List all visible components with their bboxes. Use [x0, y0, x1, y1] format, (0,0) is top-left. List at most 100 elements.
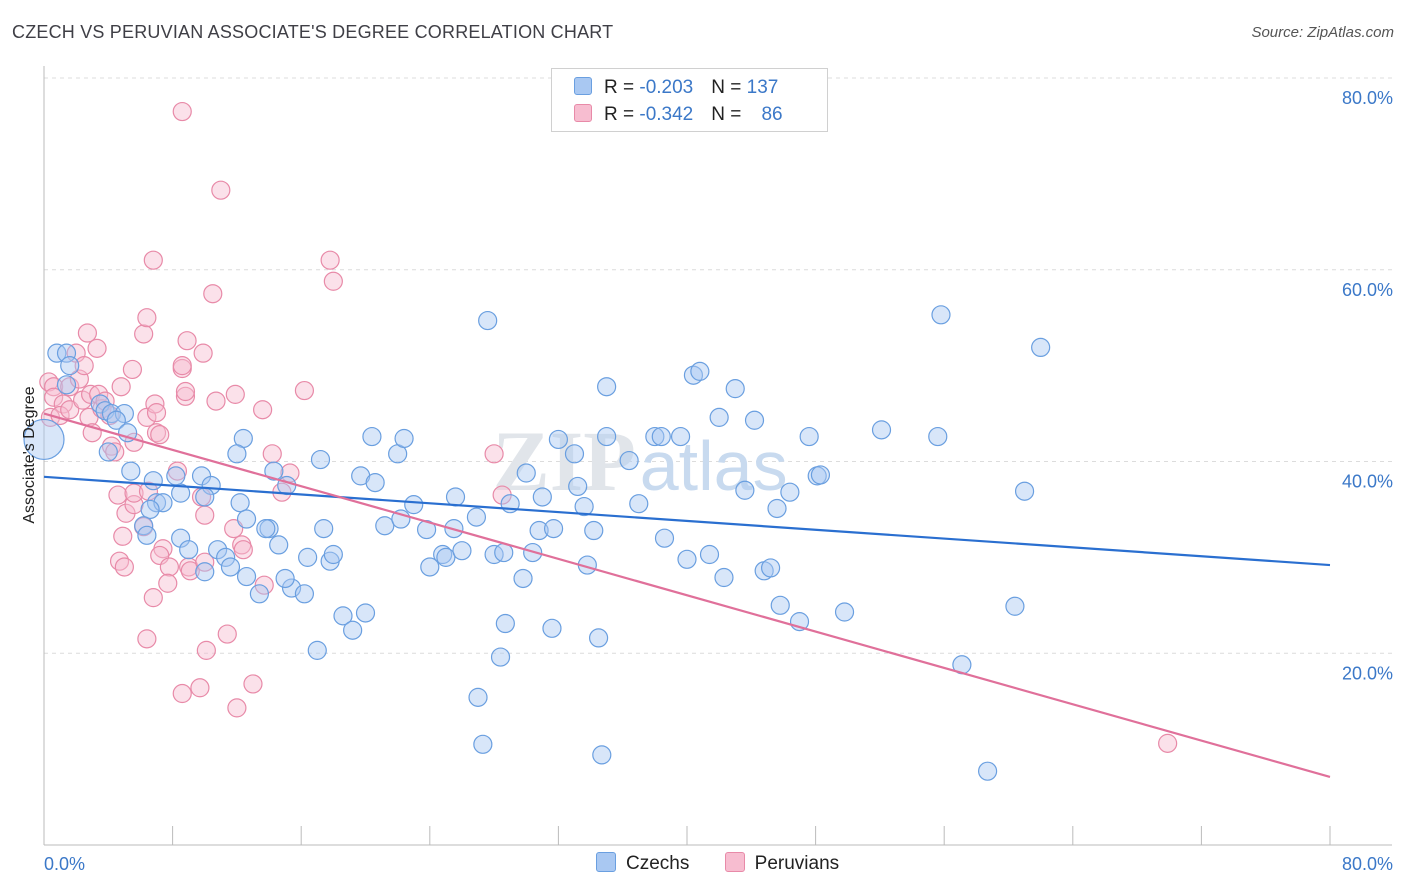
tick-labels: 20.0% 40.0% 60.0% 80.0% 0.0% 80.0% [44, 88, 1393, 874]
czech-point [391, 509, 411, 529]
czech-point [584, 520, 604, 541]
czech-point [690, 361, 710, 381]
peruvian-point [111, 377, 131, 397]
peruvian-point [124, 483, 144, 503]
czech-point [490, 647, 511, 667]
czech-point [770, 595, 790, 615]
czech-point [249, 584, 270, 604]
legend-item-czechs: Czechs [596, 852, 689, 875]
czechs-trend-line [43, 475, 1331, 567]
czechs-swatch [596, 852, 616, 872]
peruvian-point [225, 384, 245, 404]
czechs-points [23, 305, 1051, 781]
czech-point [516, 463, 536, 483]
peruvian-point [243, 674, 263, 694]
peruvians-swatch [574, 104, 592, 122]
legend-row-czechs: R = -0.203 N = 137 [574, 77, 778, 99]
czech-point [495, 613, 515, 634]
peruvian-point [159, 557, 179, 577]
czech-point [264, 461, 284, 481]
czech-point [275, 568, 295, 589]
peruvian-point [74, 356, 94, 376]
czech-point [568, 476, 588, 497]
czech-point [220, 557, 241, 577]
peruvian-point [122, 359, 143, 380]
x-tick-label: 80.0% [1342, 854, 1393, 874]
peruvian-point [217, 624, 237, 644]
stats-legend: R = -0.203 N = 137 R = -0.342 N = 86 [551, 68, 828, 132]
peruvian-point [158, 573, 178, 593]
peruvians-trend-line [43, 412, 1331, 778]
czech-point [375, 516, 395, 536]
peruvian-point [294, 380, 315, 401]
czech-point [709, 407, 729, 427]
n-value: 137 [746, 77, 779, 98]
czech-point [171, 528, 191, 548]
series-legend: Czechs Peruvians [596, 852, 869, 875]
czech-point [394, 428, 414, 449]
czech-point [355, 603, 376, 623]
czech-point [714, 567, 734, 588]
czech-point [23, 418, 65, 461]
legend-row-peruvians: R = -0.342 N = 86 [574, 104, 783, 126]
czech-point [365, 472, 385, 493]
peruvian-point [134, 324, 154, 344]
czech-point [56, 375, 77, 395]
czech-point [725, 379, 745, 399]
n-label: N = [711, 77, 747, 98]
czech-point [323, 544, 343, 565]
czech-point [121, 461, 141, 481]
czech-point [191, 466, 212, 486]
y-tick-label: 80.0% [1342, 88, 1393, 108]
peruvian-point [253, 400, 273, 420]
czech-point [597, 426, 617, 447]
czech-point [1014, 481, 1035, 501]
czech-point [195, 487, 215, 507]
y-tick-label: 40.0% [1342, 472, 1393, 492]
czech-point [592, 745, 612, 765]
czech-point [216, 547, 236, 567]
czech-point [1031, 337, 1051, 358]
peruvian-point [172, 356, 192, 376]
czech-point [1005, 596, 1025, 616]
peruvian-point [105, 442, 125, 462]
peruvian-point [143, 588, 163, 608]
czechs-swatch [574, 77, 592, 95]
czech-point [195, 562, 215, 582]
czech-point [744, 410, 765, 430]
peruvian-point [206, 391, 226, 411]
czech-point [564, 444, 585, 464]
czech-point [269, 535, 289, 555]
czech-point [468, 687, 488, 707]
czech-point [256, 519, 276, 539]
czech-point [343, 620, 363, 640]
chart-title: CZECH VS PERUVIAN ASSOCIATE'S DEGREE COR… [12, 22, 614, 42]
peruvian-point [146, 423, 167, 443]
czech-point [227, 444, 247, 464]
czech-point [201, 475, 221, 496]
czech-point [452, 541, 472, 561]
peruvian-point [177, 331, 197, 351]
czech-point [810, 465, 831, 485]
r-label: R = [604, 77, 640, 98]
czech-point [513, 568, 533, 589]
peruvian-point [175, 386, 196, 406]
r-value: -0.342 [639, 104, 694, 125]
peruvian-point [44, 387, 64, 407]
peruvian-point [233, 540, 253, 560]
czech-point [106, 410, 126, 430]
peruvian-point [175, 381, 196, 402]
czech-point [60, 356, 80, 376]
peruvian-point [137, 629, 157, 649]
peruvian-point [224, 519, 244, 539]
peruvian-point [172, 683, 192, 704]
czech-point [436, 547, 456, 567]
czech-point [931, 305, 951, 325]
czech-point [230, 493, 250, 513]
czech-point [117, 423, 138, 443]
czech-point [433, 544, 453, 565]
y-tick-label: 60.0% [1342, 280, 1393, 300]
peruvian-point [196, 640, 216, 660]
czech-point [236, 509, 257, 529]
y-axis-label: Associate's Degree [21, 386, 38, 523]
